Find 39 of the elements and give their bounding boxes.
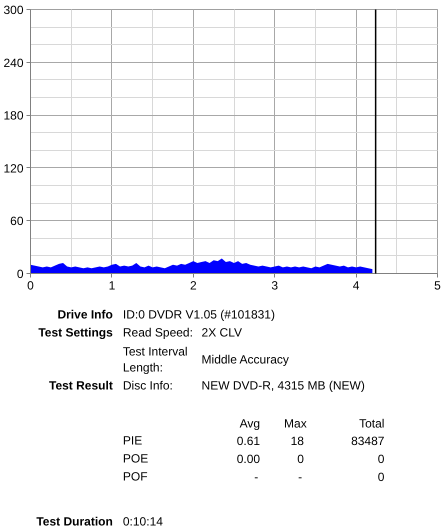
y-tick-label: 240 [3, 56, 24, 70]
text: 83487 [351, 434, 385, 448]
text: 0:10:14 [122, 514, 164, 528]
text: Middle Accuracy [202, 352, 289, 366]
x-tick-label: 2 [190, 278, 197, 292]
x-tick-label: 5 [434, 278, 442, 292]
text: NEW DVD-R, 4315 MB (NEW) [202, 378, 365, 392]
text: POE [122, 452, 148, 466]
y-tick-label: 300 [3, 3, 24, 17]
text: - [298, 470, 302, 484]
text: 0 [378, 470, 385, 484]
text: Total [359, 416, 384, 430]
text: Test Interval Length: [122, 344, 188, 375]
text: 0.61 [236, 434, 260, 448]
text: Test Result [49, 378, 113, 392]
text: Max [284, 416, 307, 430]
text: Read Speed: [122, 326, 193, 340]
x-tick-label: 4 [352, 278, 360, 292]
text: POF [122, 470, 148, 484]
y-tick-label: 180 [3, 108, 24, 123]
text: 18 [290, 434, 304, 448]
text: 0 [378, 452, 385, 466]
text: Drive Info [57, 308, 113, 322]
x-tick-label: 3 [271, 278, 278, 292]
text: 0.00 [236, 452, 260, 466]
text: 0 [297, 452, 304, 466]
text: Disc Info: [122, 378, 173, 392]
y-tick-label: 60 [10, 214, 24, 228]
text: Test Duration [36, 514, 113, 528]
x-tick-label: 1 [108, 278, 116, 292]
text: 2X CLV [202, 326, 242, 340]
text: PIE [122, 434, 142, 448]
y-tick-label: 0 [16, 267, 24, 281]
x-tick-label: 0 [27, 278, 34, 292]
text: - [254, 470, 258, 484]
text: Test Settings [38, 326, 114, 340]
text: ID:0 DVDR V1.05 (#101831) [122, 308, 275, 322]
text: Avg [240, 416, 260, 430]
y-tick-label: 120 [3, 161, 24, 176]
